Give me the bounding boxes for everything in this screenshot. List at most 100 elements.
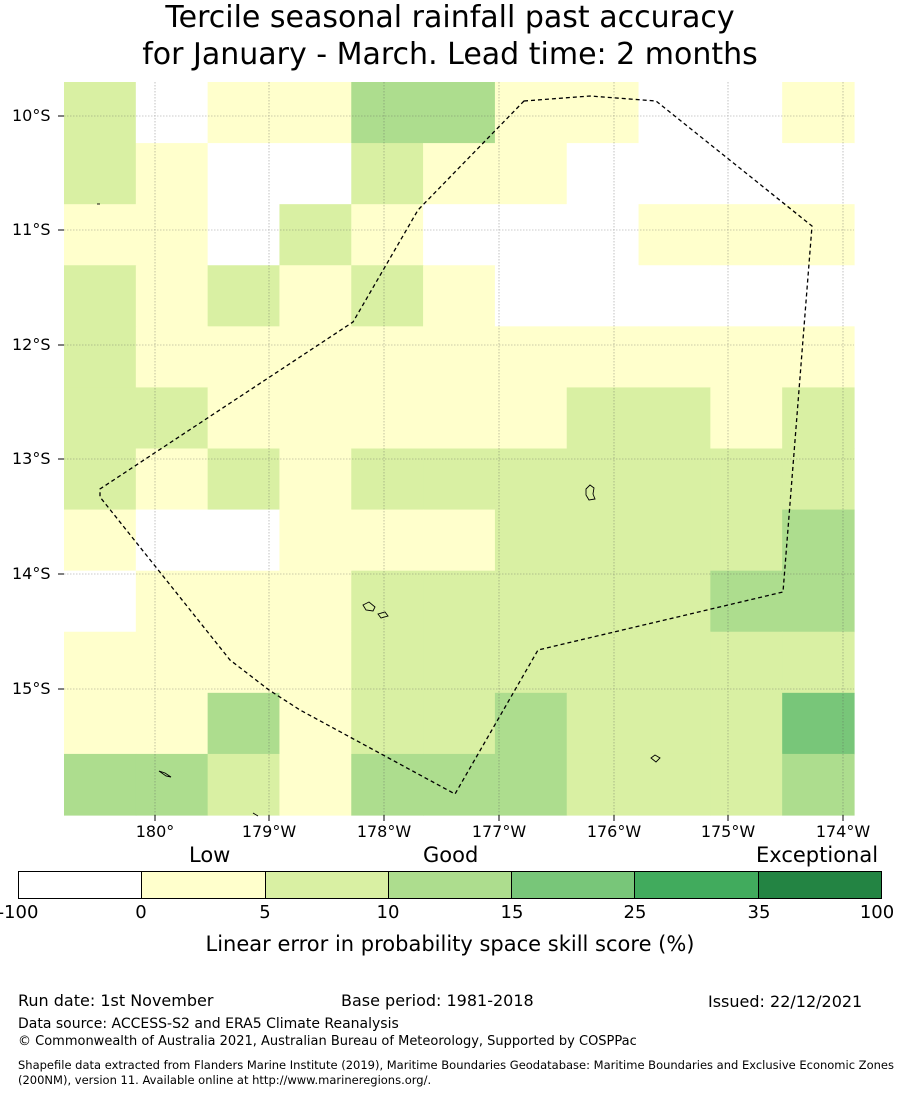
skill-cell bbox=[279, 326, 352, 389]
skill-cell bbox=[207, 448, 281, 511]
skill-cell bbox=[638, 753, 711, 816]
skill-cell bbox=[351, 204, 424, 266]
skill-cell bbox=[494, 387, 568, 450]
skill-cell bbox=[566, 387, 640, 450]
lon-label-176w: 176°W bbox=[586, 822, 642, 841]
skill-cell bbox=[423, 631, 496, 694]
skill-cell bbox=[351, 82, 424, 144]
skill-cell bbox=[423, 204, 496, 266]
skill-cell bbox=[64, 753, 137, 816]
skill-cell bbox=[710, 509, 783, 572]
skill-cell bbox=[494, 509, 568, 572]
skill-cell bbox=[782, 387, 855, 450]
skill-cell bbox=[279, 143, 352, 205]
skill-cell bbox=[351, 448, 424, 511]
skill-cell bbox=[566, 692, 640, 755]
skill-cell bbox=[423, 387, 496, 450]
skill-cell bbox=[494, 326, 568, 389]
skill-cell bbox=[638, 326, 711, 389]
skill-cell bbox=[64, 509, 137, 572]
skill-cell bbox=[64, 82, 137, 144]
skill-cell bbox=[638, 204, 711, 266]
skill-cell bbox=[135, 326, 209, 389]
skill-cell bbox=[207, 631, 281, 694]
skill-cell bbox=[279, 570, 352, 633]
skill-cell bbox=[279, 82, 352, 144]
skill-cell bbox=[494, 265, 568, 327]
skill-cell bbox=[351, 692, 424, 755]
skill-cell bbox=[279, 692, 352, 755]
skill-cell bbox=[423, 326, 496, 389]
skill-cell bbox=[279, 509, 352, 572]
skill-cell bbox=[64, 326, 137, 389]
skill-cell bbox=[782, 631, 855, 694]
skill-cell bbox=[279, 448, 352, 511]
skill-cell bbox=[638, 265, 711, 327]
legend-exceptional-label: Exceptional bbox=[756, 843, 879, 867]
skill-cell bbox=[207, 387, 281, 450]
skill-cell bbox=[135, 509, 209, 572]
shapefile-credit: Shapefile data extracted from Flanders M… bbox=[18, 1058, 894, 1087]
islands bbox=[97, 203, 661, 817]
skill-map bbox=[58, 82, 855, 821]
skill-cell bbox=[566, 82, 640, 144]
lat-label-10s: 10°S bbox=[12, 106, 51, 125]
skill-cell bbox=[423, 82, 496, 144]
skill-cell bbox=[782, 448, 855, 511]
skill-cell bbox=[351, 387, 424, 450]
colorbar-tick: 35 bbox=[747, 902, 771, 923]
skill-cell bbox=[710, 265, 783, 327]
lat-label-11s: 11°S bbox=[12, 220, 51, 239]
colorbar-tick: -100 bbox=[0, 902, 39, 923]
skill-cell bbox=[423, 570, 496, 633]
skill-cell bbox=[135, 387, 209, 450]
skill-cell bbox=[782, 509, 855, 572]
skill-cell bbox=[782, 326, 855, 389]
colorbar-tick: 0 bbox=[135, 902, 147, 923]
lat-label-13s: 13°S bbox=[12, 449, 51, 468]
skill-cell bbox=[494, 692, 568, 755]
skill-cell bbox=[64, 692, 137, 755]
skill-cell bbox=[279, 204, 352, 266]
skill-cell bbox=[207, 265, 281, 327]
skill-cell bbox=[710, 387, 783, 450]
colorbar-segment-6 bbox=[758, 872, 881, 898]
lon-label-177w: 177°W bbox=[471, 822, 527, 841]
eez-boundary bbox=[99, 95, 813, 795]
skill-cell bbox=[207, 326, 281, 389]
skill-cell bbox=[135, 204, 209, 266]
skill-cell bbox=[566, 448, 640, 511]
skill-cell bbox=[638, 570, 711, 633]
skill-cell bbox=[279, 631, 352, 694]
skill-cell bbox=[638, 692, 711, 755]
skill-cell bbox=[135, 570, 209, 633]
skill-cell bbox=[782, 692, 855, 755]
skill-cell bbox=[207, 570, 281, 633]
skill-cell bbox=[135, 82, 209, 144]
skill-cell bbox=[423, 143, 496, 205]
colorbar bbox=[18, 871, 882, 899]
skill-cell bbox=[710, 204, 783, 266]
map-gridlines bbox=[64, 82, 854, 815]
lat-label-14s: 14°S bbox=[12, 564, 51, 583]
skill-cell bbox=[64, 448, 137, 511]
skill-cell bbox=[279, 265, 352, 327]
map-title-line-1: Tercile seasonal rainfall past accuracy bbox=[165, 0, 735, 35]
skill-cell bbox=[566, 265, 640, 327]
skill-cell bbox=[638, 82, 711, 144]
skill-cell bbox=[64, 631, 137, 694]
skill-cell bbox=[566, 326, 640, 389]
skill-cell bbox=[135, 143, 209, 205]
colorbar-segment-1 bbox=[142, 872, 266, 898]
colorbar-segment-0 bbox=[19, 872, 143, 898]
skill-cell bbox=[64, 143, 137, 205]
skill-cell bbox=[638, 143, 711, 205]
lat-tick-marks bbox=[58, 115, 64, 690]
lon-label-179w: 179°W bbox=[241, 822, 297, 841]
legend-good-label: Good bbox=[423, 843, 479, 867]
skill-cell bbox=[351, 631, 424, 694]
skill-cell bbox=[710, 326, 783, 389]
skill-cell bbox=[638, 387, 711, 450]
skill-cell bbox=[566, 204, 640, 266]
skill-cell bbox=[207, 204, 281, 266]
